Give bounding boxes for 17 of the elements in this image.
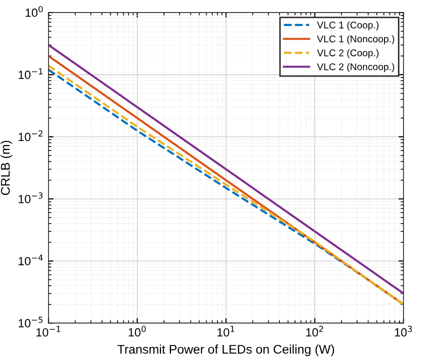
legend-label: VLC 2 (Coop.) — [316, 49, 378, 58]
y-tick-label: 10$^{−4}$ — [18, 254, 43, 266]
x-tick-label: 10$^{2}$ — [306, 326, 323, 337]
x-tick-label: 10$^{3}$ — [394, 326, 412, 337]
y-axis-title: CRLB (m) — [0, 140, 12, 195]
y-tick-label: 10$^{−3}$ — [18, 192, 43, 204]
legend-label: VLC 2 (Noncoop.) — [316, 63, 394, 72]
x-tick-label: 10$^{1}$ — [217, 326, 234, 337]
y-tick-label: 10$^{−2}$ — [18, 130, 42, 142]
legend-label: VLC 1 (Coop.) — [316, 21, 378, 30]
y-tick-label: 10$^{−1}$ — [18, 68, 42, 79]
x-axis-title: Transmit Power of LEDs on Ceiling (W) — [117, 344, 334, 356]
y-tick-label: 10$^{−5}$ — [18, 316, 42, 328]
x-tick-label: 10$^{−1}$ — [36, 326, 60, 337]
x-tick-label: 10$^{0}$ — [128, 326, 146, 337]
legend-label: VLC 1 (Noncoop.) — [316, 35, 394, 44]
y-tick-label: 10$^{0}$ — [26, 6, 43, 17]
